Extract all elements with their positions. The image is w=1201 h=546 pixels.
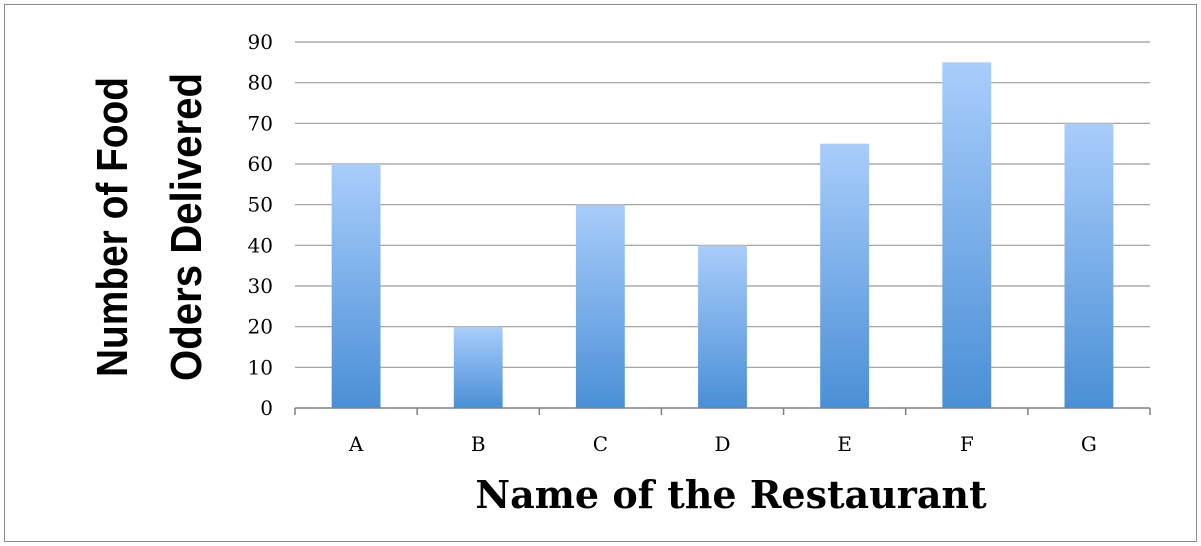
bar-d — [698, 245, 747, 408]
x-tick-labels: A B C D E F G — [348, 432, 1097, 456]
y-axis-title: Number of Food Oders Delivered — [88, 73, 211, 381]
bar-e — [820, 143, 870, 408]
y-axis-title-line-1: Number of Food — [88, 77, 137, 377]
bar-g — [1064, 123, 1114, 408]
x-tick-label: E — [837, 432, 852, 456]
x-tick-label: B — [471, 432, 486, 456]
y-axis-title-line-2: Oders Delivered — [162, 73, 211, 381]
bar-a — [331, 164, 381, 408]
bar-chart: 0 10 20 30 40 50 60 70 80 90 A B C D E F G Name of the … — [88, 30, 1151, 517]
x-tick-label: F — [960, 432, 974, 456]
y-tick-label: 90 — [248, 30, 273, 54]
y-tick-labels: 0 10 20 30 40 50 60 70 80 90 — [248, 30, 273, 420]
y-tick-label: 10 — [248, 355, 273, 379]
x-tick-label: D — [714, 432, 730, 456]
bar-f — [942, 62, 992, 408]
x-tick-label: G — [1081, 432, 1097, 456]
grid-lines — [295, 41, 1150, 368]
bar-c — [575, 204, 625, 408]
y-tick-label: 40 — [248, 233, 273, 257]
chart-frame: 0 10 20 30 40 50 60 70 80 90 A B C D E F G Name of the … — [4, 4, 1197, 542]
x-axis-title: Name of the Restaurant — [475, 472, 987, 517]
axes — [294, 407, 1151, 415]
y-tick-label: 0 — [260, 396, 273, 420]
bars — [331, 62, 1114, 408]
y-tick-label: 20 — [248, 315, 273, 339]
y-tick-label: 60 — [248, 152, 273, 176]
y-tick-label: 30 — [248, 274, 273, 298]
y-tick-label: 50 — [248, 193, 273, 217]
x-tick-label: A — [348, 432, 364, 456]
y-tick-label: 80 — [248, 71, 273, 95]
bar-b — [453, 326, 503, 408]
y-tick-label: 70 — [248, 111, 273, 135]
x-tick-label: C — [593, 432, 608, 456]
